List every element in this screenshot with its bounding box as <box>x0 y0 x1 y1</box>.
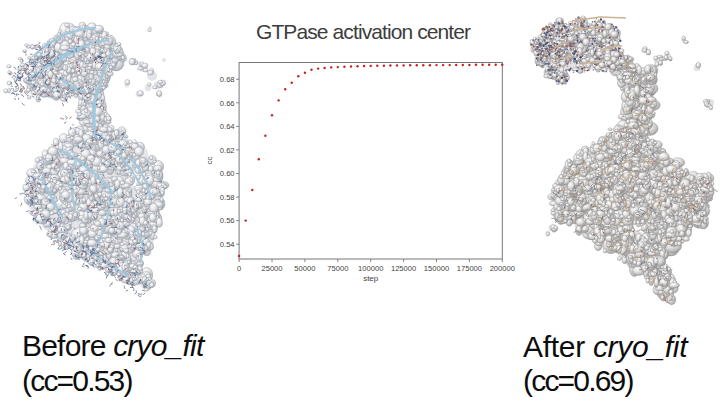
svg-text:0.62: 0.62 <box>220 146 235 155</box>
svg-text:cc: cc <box>205 157 214 165</box>
svg-text:0.68: 0.68 <box>220 75 235 84</box>
svg-text:100000: 100000 <box>358 264 383 273</box>
svg-text:0.56: 0.56 <box>220 216 235 225</box>
svg-text:50000: 50000 <box>294 264 315 273</box>
svg-text:75000: 75000 <box>327 264 348 273</box>
svg-text:125000: 125000 <box>391 264 416 273</box>
svg-text:200000: 200000 <box>490 264 515 273</box>
svg-text:175000: 175000 <box>457 264 482 273</box>
svg-text:0.64: 0.64 <box>220 122 235 131</box>
svg-text:step: step <box>363 274 379 283</box>
svg-text:150000: 150000 <box>424 264 449 273</box>
svg-text:0: 0 <box>237 264 241 273</box>
svg-text:0.54: 0.54 <box>220 240 235 249</box>
svg-text:0.60: 0.60 <box>220 169 235 178</box>
svg-text:0.58: 0.58 <box>220 193 235 202</box>
svg-text:0.66: 0.66 <box>220 99 235 108</box>
svg-text:25000: 25000 <box>261 264 282 273</box>
